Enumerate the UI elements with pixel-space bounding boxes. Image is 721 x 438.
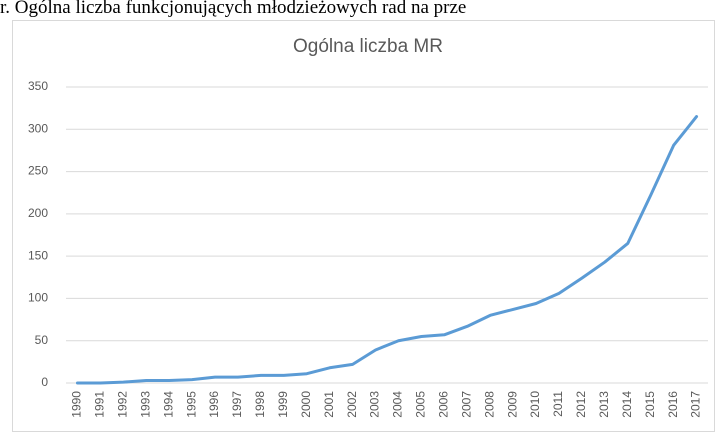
y-tick-label: 300 [28, 121, 48, 135]
x-tick-label: 2014 [620, 391, 634, 418]
x-tick-label: 2007 [459, 391, 473, 418]
x-tick-label: 2006 [436, 391, 450, 418]
y-tick-label: 100 [28, 291, 48, 305]
x-tick-label: 2012 [574, 391, 588, 418]
x-tick-label: 1990 [70, 391, 84, 418]
x-tick-label: 2017 [689, 391, 703, 418]
x-tick-label: 1993 [138, 391, 152, 418]
y-tick-label: 250 [28, 164, 48, 178]
x-tick-label: 2013 [597, 391, 611, 418]
x-tick-label: 2008 [482, 391, 496, 418]
x-tick-label: 2011 [551, 391, 565, 417]
y-tick-label: 50 [35, 333, 49, 347]
x-tick-label: 2016 [666, 391, 680, 418]
y-tick-label: 150 [28, 248, 48, 262]
x-tick-label: 1997 [230, 391, 244, 418]
x-tick-label: 1996 [207, 391, 221, 418]
x-tick-label: 2000 [299, 391, 313, 418]
x-tick-label: 2010 [528, 391, 542, 418]
chart-title: Ogólna liczba MR [293, 36, 443, 57]
data-line [75, 115, 699, 385]
y-tick-label: 200 [28, 206, 48, 220]
x-tick-label: 1998 [253, 391, 267, 418]
y-tick-label: 350 [28, 79, 48, 93]
x-tick-label: 2009 [505, 391, 519, 418]
chart-frame [12, 20, 715, 432]
x-tick-label: 1995 [184, 391, 198, 418]
caption: r. Ogólna liczba funkcjonujących młodzie… [0, 0, 467, 18]
y-tick-label: 0 [41, 375, 48, 389]
x-tick-label: 1999 [276, 391, 290, 418]
x-tick-label: 1994 [161, 391, 175, 418]
x-tick-label: 2005 [414, 391, 428, 418]
x-tick-label: 2002 [345, 391, 359, 418]
x-tick-label: 2015 [643, 391, 657, 418]
x-tick-label: 2001 [322, 391, 336, 418]
x-tick-label: 2004 [391, 391, 405, 418]
x-tick-label: 2003 [368, 391, 382, 418]
x-tick-label: 1991 [93, 391, 107, 418]
x-tick-label: 1992 [115, 391, 129, 418]
